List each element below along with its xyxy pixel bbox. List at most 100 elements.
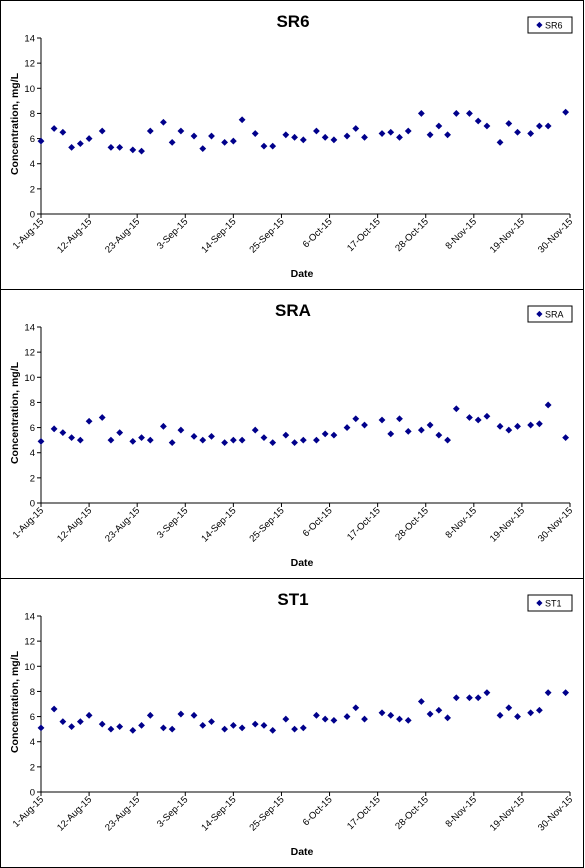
x-tick-label: 3-Sep-15 xyxy=(155,216,190,251)
data-point xyxy=(321,430,329,438)
data-point xyxy=(68,434,76,442)
data-point xyxy=(37,724,45,732)
data-point xyxy=(387,128,395,136)
x-tick-label: 8-Nov-15 xyxy=(444,216,479,251)
data-point xyxy=(85,135,93,142)
data-point xyxy=(426,131,434,139)
data-point xyxy=(59,718,67,725)
x-tick-label: 12-Aug-15 xyxy=(55,794,94,833)
x-tick-label: 28-Oct-15 xyxy=(393,216,431,254)
data-point xyxy=(138,721,145,729)
x-tick-label: 1-Aug-15 xyxy=(11,216,46,251)
data-point xyxy=(160,422,167,430)
x-tick-label: 19-Nov-15 xyxy=(488,216,527,255)
data-point xyxy=(260,142,268,150)
data-point xyxy=(238,724,246,732)
data-point xyxy=(37,438,45,445)
y-tick-label: 4 xyxy=(30,448,35,459)
data-point xyxy=(129,727,137,734)
data-point xyxy=(404,716,412,724)
legend: SR6 xyxy=(527,16,573,34)
data-point xyxy=(199,145,207,153)
data-point xyxy=(37,137,45,145)
x-tick-label: 3-Sep-15 xyxy=(155,505,190,540)
y-axis-label: Concentration, mg/L xyxy=(9,361,21,464)
data-point xyxy=(251,130,259,137)
data-point xyxy=(76,436,84,444)
data-point xyxy=(361,421,368,429)
y-tick-label: 8 xyxy=(30,398,35,409)
data-point xyxy=(238,116,246,124)
data-point xyxy=(160,724,167,732)
data-point xyxy=(313,436,320,444)
data-point xyxy=(444,436,451,444)
y-tick-label: 8 xyxy=(30,109,35,120)
data-point xyxy=(251,426,259,434)
data-point xyxy=(282,131,290,139)
data-point xyxy=(146,436,154,444)
data-point xyxy=(168,439,176,447)
data-point xyxy=(378,416,386,424)
data-point xyxy=(291,725,298,733)
y-tick-label: 4 xyxy=(30,737,35,748)
legend-marker xyxy=(536,599,543,607)
data-point xyxy=(129,146,137,154)
data-point xyxy=(251,720,259,728)
x-tick-label: 23-Aug-15 xyxy=(103,216,142,255)
data-point xyxy=(68,143,76,151)
data-point xyxy=(299,436,307,444)
data-point xyxy=(426,421,434,429)
data-point xyxy=(544,122,552,130)
data-point xyxy=(321,133,329,141)
chart-panel-sr6: SR6 Concentration, mg/L Date SR6 0 2 4 6 8 10… xyxy=(0,0,584,290)
data-point xyxy=(496,711,504,719)
data-point xyxy=(269,142,277,150)
data-point xyxy=(85,417,93,425)
y-tick-label: 12 xyxy=(24,637,35,648)
data-point xyxy=(396,715,403,723)
data-point xyxy=(229,436,237,444)
data-point xyxy=(452,110,460,117)
data-point xyxy=(98,127,106,135)
x-tick-label: 19-Nov-15 xyxy=(488,794,527,833)
data-point xyxy=(474,416,482,424)
data-point xyxy=(562,108,570,116)
y-tick-label: 2 xyxy=(30,184,35,195)
data-point xyxy=(361,715,368,723)
data-point xyxy=(129,438,137,445)
data-point xyxy=(474,117,482,125)
data-point xyxy=(352,415,360,423)
x-tick-label: 30-Nov-15 xyxy=(536,216,575,255)
x-tick-label: 3-Sep-15 xyxy=(155,794,190,829)
data-point xyxy=(282,431,290,439)
data-point xyxy=(313,127,320,135)
data-point xyxy=(160,118,167,126)
x-tick-label: 14-Sep-15 xyxy=(199,505,238,544)
x-tick-label: 12-Aug-15 xyxy=(55,505,94,544)
legend: ST1 xyxy=(527,594,573,612)
data-point xyxy=(505,704,513,712)
data-point xyxy=(330,431,338,439)
data-point xyxy=(208,718,215,725)
y-tick-label: 14 xyxy=(24,612,35,623)
data-point xyxy=(116,723,124,731)
data-point xyxy=(496,422,504,430)
data-point xyxy=(313,711,320,719)
x-tick-label: 19-Nov-15 xyxy=(488,505,527,544)
data-point xyxy=(199,436,207,444)
data-point xyxy=(199,721,207,729)
x-tick-label: 6-Oct-15 xyxy=(301,216,335,250)
data-point xyxy=(68,723,76,731)
x-tick-label: 6-Oct-15 xyxy=(301,505,335,539)
data-point xyxy=(505,120,513,127)
data-point xyxy=(330,716,338,724)
chart-title: SRA xyxy=(275,301,311,320)
data-point xyxy=(535,122,543,130)
y-tick-label: 2 xyxy=(30,473,35,484)
legend-label: SR6 xyxy=(545,21,563,31)
data-point xyxy=(50,125,58,132)
x-tick-label: 23-Aug-15 xyxy=(103,794,142,833)
data-point xyxy=(50,705,58,713)
data-point xyxy=(107,725,115,733)
